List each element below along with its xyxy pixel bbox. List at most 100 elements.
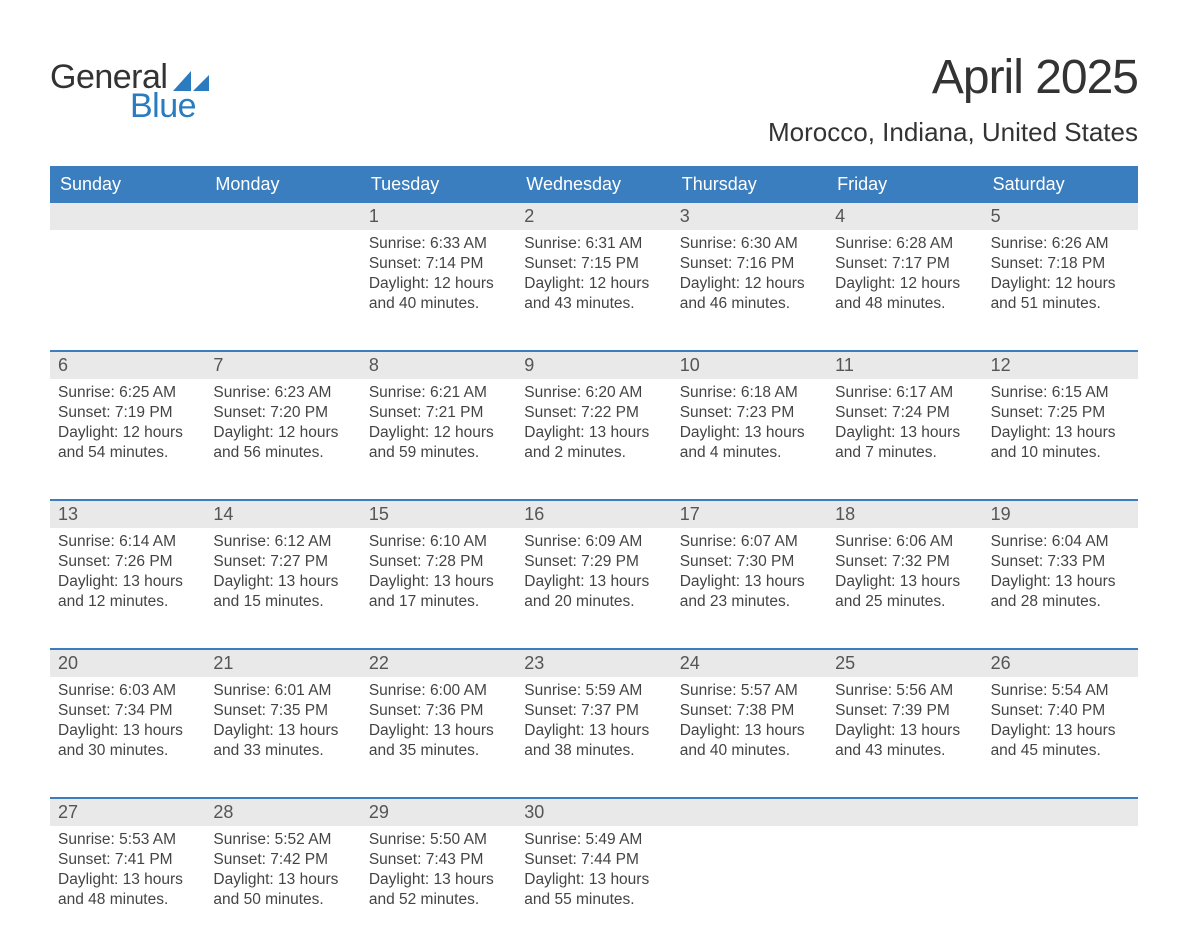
day-number: 22 <box>361 650 516 677</box>
day-cell: Sunrise: 5:49 AMSunset: 7:44 PMDaylight:… <box>516 826 671 926</box>
day-number: 7 <box>205 352 360 379</box>
sunset-text: Sunset: 7:28 PM <box>369 552 508 572</box>
day-number <box>983 799 1138 826</box>
daylight-text: Daylight: 13 hours and 7 minutes. <box>835 423 974 463</box>
sunset-text: Sunset: 7:27 PM <box>213 552 352 572</box>
day-number: 21 <box>205 650 360 677</box>
day-number: 17 <box>672 501 827 528</box>
day-number: 9 <box>516 352 671 379</box>
day-cell: Sunrise: 6:17 AMSunset: 7:24 PMDaylight:… <box>827 379 982 479</box>
day-cell: Sunrise: 6:30 AMSunset: 7:16 PMDaylight:… <box>672 230 827 330</box>
sunset-text: Sunset: 7:22 PM <box>524 403 663 423</box>
daylight-text: Daylight: 13 hours and 25 minutes. <box>835 572 974 612</box>
day-header: Monday <box>205 166 360 203</box>
daylight-text: Daylight: 13 hours and 35 minutes. <box>369 721 508 761</box>
day-header: Sunday <box>50 166 205 203</box>
sunset-text: Sunset: 7:40 PM <box>991 701 1130 721</box>
sunset-text: Sunset: 7:26 PM <box>58 552 197 572</box>
day-number-row: 13141516171819 <box>50 501 1138 528</box>
sunset-text: Sunset: 7:14 PM <box>369 254 508 274</box>
daylight-text: Daylight: 13 hours and 55 minutes. <box>524 870 663 910</box>
day-cell: Sunrise: 6:20 AMSunset: 7:22 PMDaylight:… <box>516 379 671 479</box>
day-cell: Sunrise: 6:26 AMSunset: 7:18 PMDaylight:… <box>983 230 1138 330</box>
sunrise-text: Sunrise: 6:04 AM <box>991 532 1130 552</box>
daylight-text: Daylight: 12 hours and 51 minutes. <box>991 274 1130 314</box>
day-number-row: 12345 <box>50 203 1138 230</box>
daylight-text: Daylight: 12 hours and 59 minutes. <box>369 423 508 463</box>
week: 27282930Sunrise: 5:53 AMSunset: 7:41 PMD… <box>50 797 1138 926</box>
day-number: 18 <box>827 501 982 528</box>
day-cell: Sunrise: 5:59 AMSunset: 7:37 PMDaylight:… <box>516 677 671 777</box>
daylight-text: Daylight: 13 hours and 2 minutes. <box>524 423 663 463</box>
location: Morocco, Indiana, United States <box>768 117 1138 148</box>
sunrise-text: Sunrise: 6:15 AM <box>991 383 1130 403</box>
week: 20212223242526Sunrise: 6:03 AMSunset: 7:… <box>50 648 1138 777</box>
sunrise-text: Sunrise: 6:26 AM <box>991 234 1130 254</box>
day-number: 14 <box>205 501 360 528</box>
day-cell: Sunrise: 6:04 AMSunset: 7:33 PMDaylight:… <box>983 528 1138 628</box>
sunrise-text: Sunrise: 5:50 AM <box>369 830 508 850</box>
sunset-text: Sunset: 7:21 PM <box>369 403 508 423</box>
day-number: 5 <box>983 203 1138 230</box>
day-header: Friday <box>827 166 982 203</box>
sunrise-text: Sunrise: 6:09 AM <box>524 532 663 552</box>
daylight-text: Daylight: 12 hours and 46 minutes. <box>680 274 819 314</box>
sunset-text: Sunset: 7:37 PM <box>524 701 663 721</box>
sunset-text: Sunset: 7:33 PM <box>991 552 1130 572</box>
sunset-text: Sunset: 7:20 PM <box>213 403 352 423</box>
week: 6789101112Sunrise: 6:25 AMSunset: 7:19 P… <box>50 350 1138 479</box>
week: 12345Sunrise: 6:33 AMSunset: 7:14 PMDayl… <box>50 203 1138 330</box>
daylight-text: Daylight: 13 hours and 50 minutes. <box>213 870 352 910</box>
day-cell: Sunrise: 6:03 AMSunset: 7:34 PMDaylight:… <box>50 677 205 777</box>
sunrise-text: Sunrise: 6:01 AM <box>213 681 352 701</box>
sunset-text: Sunset: 7:16 PM <box>680 254 819 274</box>
day-number: 1 <box>361 203 516 230</box>
sunrise-text: Sunrise: 6:33 AM <box>369 234 508 254</box>
day-header-row: SundayMondayTuesdayWednesdayThursdayFrid… <box>50 166 1138 203</box>
day-number: 28 <box>205 799 360 826</box>
sunrise-text: Sunrise: 5:52 AM <box>213 830 352 850</box>
sunrise-text: Sunrise: 5:49 AM <box>524 830 663 850</box>
logo-blue-text: Blue <box>130 87 196 126</box>
sunset-text: Sunset: 7:30 PM <box>680 552 819 572</box>
sunrise-text: Sunrise: 6:21 AM <box>369 383 508 403</box>
day-cell: Sunrise: 6:15 AMSunset: 7:25 PMDaylight:… <box>983 379 1138 479</box>
day-cell: Sunrise: 6:09 AMSunset: 7:29 PMDaylight:… <box>516 528 671 628</box>
daylight-text: Daylight: 13 hours and 30 minutes. <box>58 721 197 761</box>
daylight-text: Daylight: 13 hours and 48 minutes. <box>58 870 197 910</box>
day-number: 10 <box>672 352 827 379</box>
day-number: 29 <box>361 799 516 826</box>
sunset-text: Sunset: 7:34 PM <box>58 701 197 721</box>
day-header: Wednesday <box>516 166 671 203</box>
daylight-text: Daylight: 13 hours and 38 minutes. <box>524 721 663 761</box>
sunrise-text: Sunrise: 6:17 AM <box>835 383 974 403</box>
sunrise-text: Sunrise: 5:59 AM <box>524 681 663 701</box>
sunrise-text: Sunrise: 6:25 AM <box>58 383 197 403</box>
day-cell: Sunrise: 6:28 AMSunset: 7:17 PMDaylight:… <box>827 230 982 330</box>
sunset-text: Sunset: 7:24 PM <box>835 403 974 423</box>
day-number-row: 27282930 <box>50 799 1138 826</box>
day-number: 12 <box>983 352 1138 379</box>
day-body-row: Sunrise: 6:03 AMSunset: 7:34 PMDaylight:… <box>50 677 1138 777</box>
daylight-text: Daylight: 13 hours and 10 minutes. <box>991 423 1130 463</box>
day-cell: Sunrise: 6:00 AMSunset: 7:36 PMDaylight:… <box>361 677 516 777</box>
day-cell: Sunrise: 5:52 AMSunset: 7:42 PMDaylight:… <box>205 826 360 926</box>
sunset-text: Sunset: 7:15 PM <box>524 254 663 274</box>
sunset-text: Sunset: 7:18 PM <box>991 254 1130 274</box>
day-cell: Sunrise: 6:07 AMSunset: 7:30 PMDaylight:… <box>672 528 827 628</box>
day-number: 23 <box>516 650 671 677</box>
sunset-text: Sunset: 7:23 PM <box>680 403 819 423</box>
day-cell: Sunrise: 6:33 AMSunset: 7:14 PMDaylight:… <box>361 230 516 330</box>
daylight-text: Daylight: 13 hours and 45 minutes. <box>991 721 1130 761</box>
sunset-text: Sunset: 7:25 PM <box>991 403 1130 423</box>
daylight-text: Daylight: 13 hours and 20 minutes. <box>524 572 663 612</box>
sunrise-text: Sunrise: 6:18 AM <box>680 383 819 403</box>
sunset-text: Sunset: 7:42 PM <box>213 850 352 870</box>
day-number: 3 <box>672 203 827 230</box>
day-cell: Sunrise: 5:56 AMSunset: 7:39 PMDaylight:… <box>827 677 982 777</box>
day-number-row: 6789101112 <box>50 352 1138 379</box>
sunset-text: Sunset: 7:39 PM <box>835 701 974 721</box>
day-number: 16 <box>516 501 671 528</box>
daylight-text: Daylight: 13 hours and 52 minutes. <box>369 870 508 910</box>
day-cell: Sunrise: 6:31 AMSunset: 7:15 PMDaylight:… <box>516 230 671 330</box>
